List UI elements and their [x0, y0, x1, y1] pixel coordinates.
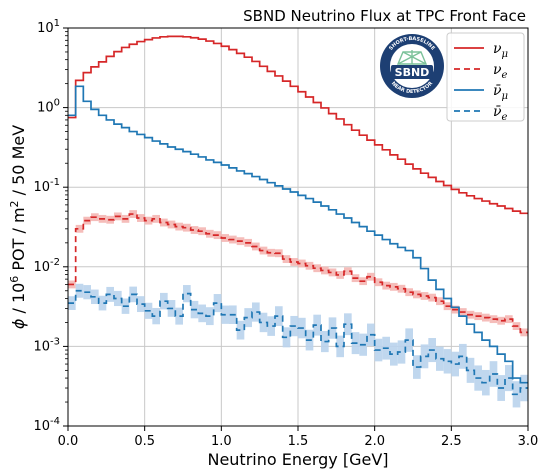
error-band-bin: [160, 292, 168, 310]
error-band-bin: [420, 344, 429, 369]
x-tick-label: 0.0: [58, 434, 79, 449]
x-tick-label: 1.0: [211, 434, 232, 449]
error-band-bin: [152, 214, 160, 223]
error-band-bin: [436, 297, 444, 306]
legend-label: ν̄μ: [493, 83, 508, 102]
legend-label: νμ: [493, 41, 508, 60]
error-band-bin: [190, 226, 199, 234]
error-band-bin: [152, 307, 160, 325]
error-band-bin: [267, 316, 275, 336]
error-band-bin: [321, 266, 329, 275]
x-tick-label: 2.5: [441, 434, 462, 449]
error-band-bin: [397, 340, 406, 364]
error-band-bin: [413, 290, 421, 299]
error-band-bin: [244, 308, 252, 328]
error-band-bin: [344, 313, 352, 336]
error-band-bin: [313, 264, 321, 273]
error-band-bin: [252, 302, 260, 322]
logo-label: SBND: [395, 66, 430, 79]
error-band-bin: [405, 288, 413, 297]
x-tick-label: 0.5: [134, 434, 155, 449]
error-band-bin: [390, 282, 398, 291]
error-band-bin: [183, 223, 191, 232]
error-band-bin: [259, 312, 268, 333]
error-band-bin: [336, 271, 344, 279]
error-band-bin: [466, 357, 475, 383]
error-band-bin: [175, 307, 183, 325]
error-band-bin: [405, 328, 413, 352]
error-band-bin: [98, 295, 107, 311]
x-tick-labels: 0.0 0.5 1.0 1.5 2.0 2.5 3.0: [58, 434, 539, 449]
error-band-bin: [175, 222, 183, 231]
legend: νμ νe ν̄μ ν̄e: [446, 32, 525, 123]
legend-label: νe: [493, 62, 508, 81]
error-band-bin: [505, 315, 513, 324]
legend-label: ν̄e: [493, 104, 508, 123]
series-line: [68, 85, 528, 384]
error-band-bin: [313, 314, 321, 336]
ticks: [63, 27, 529, 431]
error-band-bin: [144, 216, 153, 225]
error-band-bin: [428, 293, 436, 302]
error-band-bin: [290, 258, 298, 266]
error-band-bin: [213, 294, 222, 313]
y-tick-label: 10-2: [33, 257, 60, 275]
error-band-bin: [443, 349, 452, 374]
error-band-bin: [520, 328, 528, 337]
x-axis-label: Neutrino Energy [GeV]: [207, 450, 388, 469]
y-tick-label: 100: [37, 98, 60, 116]
error-band-bin: [75, 224, 84, 233]
error-band-bin: [137, 214, 145, 222]
error-band-bin: [259, 246, 268, 255]
error-band-bin: [397, 284, 406, 293]
logo-lattice: [396, 50, 428, 65]
series-line: [68, 289, 528, 396]
x-tick-label: 2.0: [364, 434, 385, 449]
y-tick-label: 10-3: [33, 336, 60, 354]
error-band-bin: [420, 292, 429, 300]
error-band-bin: [374, 278, 383, 287]
x-tick-label: 3.0: [518, 434, 539, 449]
error-band-bin: [390, 342, 398, 366]
error-band-bin: [183, 285, 191, 303]
error-band-bin: [137, 296, 145, 313]
error-band-bin: [160, 218, 168, 227]
y-tick-label: 101: [37, 18, 60, 36]
y-tick-label: 10-4: [33, 416, 60, 434]
y-axis-label: ϕ / 106 POT / m2 / 50 MeV: [8, 125, 28, 329]
y-tick-label: 10-1: [33, 177, 60, 195]
series-line: [68, 35, 528, 215]
series-lines: [68, 35, 528, 396]
logo-banner: [391, 65, 433, 79]
error-band-bin: [328, 268, 337, 277]
error-band-bin: [167, 220, 176, 229]
error-band-bin: [520, 374, 528, 402]
legend-box: [446, 32, 525, 122]
error-band-bin: [336, 335, 344, 358]
error-band-bin: [298, 259, 306, 268]
y-tick-labels: 101 100 10-1 10-2 10-3 10-4: [33, 18, 60, 434]
error-band-bin: [436, 346, 444, 371]
x-tick-label: 1.5: [288, 434, 309, 449]
error-band-bin: [344, 267, 352, 276]
error-band-bin: [282, 255, 291, 264]
error-band-bin: [275, 306, 283, 327]
chart-title: SBND Neutrino Flux at TPC Front Face: [243, 7, 526, 25]
error-band-bin: [236, 320, 245, 340]
error-band-bin: [305, 261, 314, 270]
error-band-bin: [114, 290, 122, 307]
